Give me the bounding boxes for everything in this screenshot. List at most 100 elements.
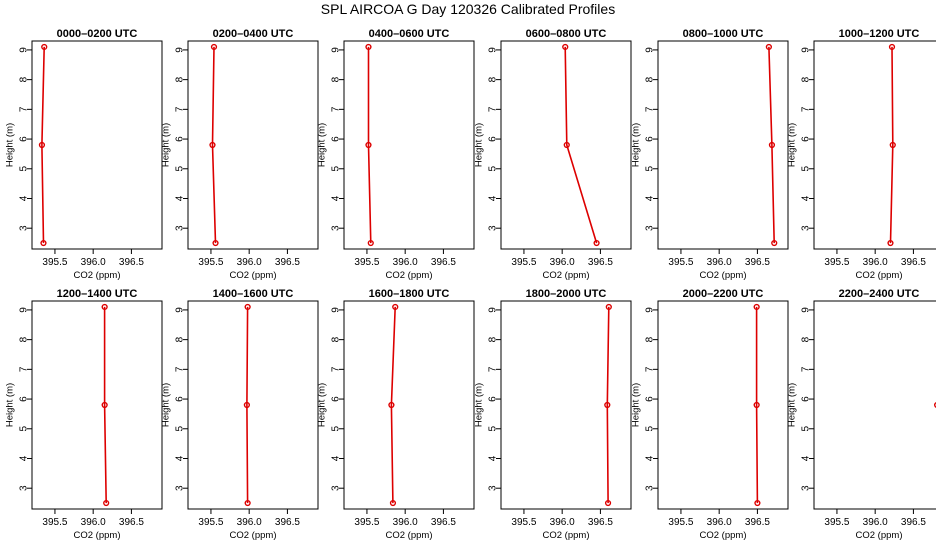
data-point xyxy=(389,499,397,507)
profile-line xyxy=(41,46,45,244)
y-tick-label: 4 xyxy=(488,195,499,201)
y-tick-label: 7 xyxy=(331,366,342,372)
x-tick-label: 395.5 xyxy=(668,257,693,268)
plot-frame xyxy=(343,300,475,510)
y-tick-label: 9 xyxy=(175,307,186,313)
panel-title: 0400–0600 UTC xyxy=(369,28,450,40)
x-tick-label: 396.0 xyxy=(81,517,106,528)
y-axis-label: Height (m) xyxy=(787,383,798,427)
x-axis-label: CO2 (ppm) xyxy=(856,270,903,281)
y-tick-label: 3 xyxy=(488,225,499,231)
x-tick-label: 396.0 xyxy=(81,257,106,268)
x-tick-label: 395.5 xyxy=(198,517,223,528)
y-tick-label: 4 xyxy=(801,195,812,201)
y-tick-label: 4 xyxy=(19,195,30,201)
panel-title: 0000–0200 UTC xyxy=(57,28,138,40)
data-point xyxy=(889,141,896,149)
data-point xyxy=(212,239,219,247)
y-tick-label: 4 xyxy=(19,455,30,461)
y-tick-label: 5 xyxy=(331,166,342,172)
panel-3: 0400–0600 UTC 395.5 396.0 396.5 3 4 5 6 7 8 9 CO2 (… xyxy=(317,28,475,281)
data-point xyxy=(753,303,760,311)
x-tick-label: 396.5 xyxy=(275,257,300,268)
x-axis-label: CO2 (ppm) xyxy=(74,530,121,540)
x-axis-label: CO2 (ppm) xyxy=(856,530,903,540)
plot-frame xyxy=(657,40,789,250)
y-tick-label: 4 xyxy=(645,195,656,201)
y-tick-label: 8 xyxy=(801,336,812,342)
data-point xyxy=(604,499,612,507)
data-point xyxy=(753,401,760,409)
x-tick-label: 395.5 xyxy=(511,517,536,528)
profile-line xyxy=(103,306,107,504)
y-axis-label: Height (m) xyxy=(631,123,642,167)
y-axis-label: Height (m) xyxy=(317,123,328,167)
y-tick-label: 7 xyxy=(488,366,499,372)
data-point xyxy=(244,303,251,311)
panels-grid: 0000–0200 UTC 395.5 396.0 396.5 3 4 5 6 7 8 9 CO2 (… xyxy=(5,28,936,540)
y-tick-label: 8 xyxy=(331,336,342,342)
x-tick-label: 396.5 xyxy=(745,517,770,528)
y-tick-label: 3 xyxy=(801,485,812,491)
y-tick-label: 5 xyxy=(801,426,812,432)
y-tick-label: 8 xyxy=(175,336,186,342)
y-tick-label: 8 xyxy=(488,336,499,342)
y-tick-label: 3 xyxy=(19,225,30,231)
panel-title: 1400–1600 UTC xyxy=(213,288,294,300)
x-tick-label: 395.5 xyxy=(668,517,693,528)
data-point xyxy=(388,401,395,409)
y-tick-label: 3 xyxy=(645,485,656,491)
y-tick-label: 4 xyxy=(331,455,342,461)
y-tick-label: 5 xyxy=(801,166,812,172)
data-point xyxy=(365,43,372,51)
y-tick-label: 9 xyxy=(645,47,656,53)
y-tick-label: 4 xyxy=(175,455,186,461)
x-tick-label: 396.0 xyxy=(863,257,888,268)
x-tick-label: 396.5 xyxy=(119,257,144,268)
y-tick-label: 3 xyxy=(331,485,342,491)
panel-title: 1600–1800 UTC xyxy=(369,288,450,300)
x-tick-label: 396.5 xyxy=(431,517,456,528)
plot-frame xyxy=(813,300,936,510)
x-axis-label: CO2 (ppm) xyxy=(230,530,277,540)
profile-line xyxy=(889,46,894,244)
plot-frame xyxy=(500,40,632,250)
panel-9: 1600–1800 UTC 395.5 396.0 396.5 3 4 5 6 7 8 9 CO2 (… xyxy=(317,288,475,540)
profile-line xyxy=(768,46,775,244)
x-tick-label: 396.0 xyxy=(237,257,262,268)
x-tick-label: 396.5 xyxy=(431,257,456,268)
data-point xyxy=(103,499,110,507)
y-tick-label: 4 xyxy=(801,455,812,461)
panel-2: 0200–0400 UTC 395.5 396.0 396.5 3 4 5 6 7 8 9 CO2 (… xyxy=(161,28,319,281)
y-tick-label: 9 xyxy=(331,47,342,53)
y-tick-label: 6 xyxy=(175,136,186,142)
data-point xyxy=(38,141,46,149)
y-tick-label: 7 xyxy=(331,106,342,112)
y-tick-label: 9 xyxy=(645,307,656,313)
y-tick-label: 7 xyxy=(488,106,499,112)
y-tick-label: 7 xyxy=(801,106,812,112)
data-point xyxy=(887,239,894,247)
x-tick-label: 396.0 xyxy=(393,517,418,528)
x-tick-label: 396.0 xyxy=(237,517,262,528)
x-axis-label: CO2 (ppm) xyxy=(230,270,277,281)
y-tick-label: 3 xyxy=(331,225,342,231)
y-tick-label: 6 xyxy=(488,136,499,142)
data-point xyxy=(392,303,399,311)
data-point xyxy=(210,43,218,51)
panel-7: 1200–1400 UTC 395.5 396.0 396.5 3 4 5 6 7 8 9 CO2 (… xyxy=(5,288,163,540)
x-tick-label: 396.0 xyxy=(707,257,732,268)
y-tick-label: 8 xyxy=(801,76,812,82)
profile-line xyxy=(755,306,759,504)
data-point xyxy=(605,303,612,311)
data-point xyxy=(768,141,776,149)
x-axis-label: CO2 (ppm) xyxy=(386,270,433,281)
data-point xyxy=(562,43,569,51)
y-tick-label: 5 xyxy=(19,426,30,432)
x-tick-label: 395.5 xyxy=(354,517,379,528)
y-tick-label: 5 xyxy=(645,166,656,172)
y-tick-label: 7 xyxy=(801,366,812,372)
y-tick-label: 7 xyxy=(19,106,30,112)
panel-4: 0600–0800 UTC 395.5 396.0 396.5 3 4 5 6 7 8 9 CO2 (… xyxy=(474,28,632,281)
